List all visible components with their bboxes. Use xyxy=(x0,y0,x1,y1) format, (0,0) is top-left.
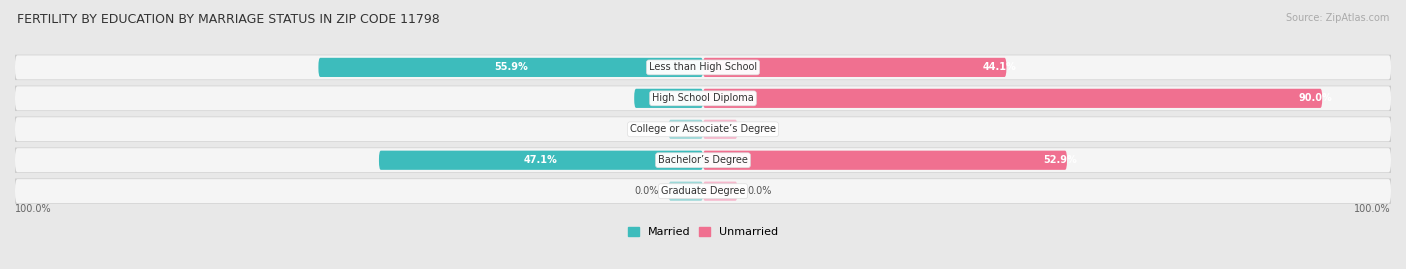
FancyBboxPatch shape xyxy=(669,120,703,139)
FancyBboxPatch shape xyxy=(703,151,1067,170)
Text: Less than High School: Less than High School xyxy=(650,62,756,72)
FancyBboxPatch shape xyxy=(15,86,1391,110)
FancyBboxPatch shape xyxy=(13,148,1393,173)
FancyBboxPatch shape xyxy=(15,179,1391,203)
FancyBboxPatch shape xyxy=(13,86,1393,111)
Text: 55.9%: 55.9% xyxy=(494,62,527,72)
Text: Source: ZipAtlas.com: Source: ZipAtlas.com xyxy=(1285,13,1389,23)
FancyBboxPatch shape xyxy=(703,120,737,139)
Text: 0.0%: 0.0% xyxy=(748,124,772,134)
FancyBboxPatch shape xyxy=(703,182,737,201)
Text: 90.0%: 90.0% xyxy=(1298,93,1331,103)
Text: High School Diploma: High School Diploma xyxy=(652,93,754,103)
FancyBboxPatch shape xyxy=(669,182,703,201)
FancyBboxPatch shape xyxy=(703,89,1322,108)
Text: Bachelor’s Degree: Bachelor’s Degree xyxy=(658,155,748,165)
Text: College or Associate’s Degree: College or Associate’s Degree xyxy=(630,124,776,134)
FancyBboxPatch shape xyxy=(634,89,703,108)
FancyBboxPatch shape xyxy=(13,55,1393,80)
FancyBboxPatch shape xyxy=(318,58,703,77)
FancyBboxPatch shape xyxy=(703,58,1007,77)
FancyBboxPatch shape xyxy=(15,148,1391,172)
Text: 0.0%: 0.0% xyxy=(634,186,658,196)
Text: 47.1%: 47.1% xyxy=(524,155,558,165)
Text: 52.9%: 52.9% xyxy=(1043,155,1077,165)
Text: FERTILITY BY EDUCATION BY MARRIAGE STATUS IN ZIP CODE 11798: FERTILITY BY EDUCATION BY MARRIAGE STATU… xyxy=(17,13,440,26)
FancyBboxPatch shape xyxy=(13,179,1393,204)
Legend: Married, Unmarried: Married, Unmarried xyxy=(623,222,783,242)
FancyBboxPatch shape xyxy=(13,116,1393,142)
Text: Graduate Degree: Graduate Degree xyxy=(661,186,745,196)
FancyBboxPatch shape xyxy=(15,55,1391,79)
Text: 0.0%: 0.0% xyxy=(634,124,658,134)
Text: 0.0%: 0.0% xyxy=(748,186,772,196)
Text: 44.1%: 44.1% xyxy=(983,62,1017,72)
FancyBboxPatch shape xyxy=(15,117,1391,141)
Text: 10.0%: 10.0% xyxy=(652,93,686,103)
Text: 100.0%: 100.0% xyxy=(1354,204,1391,214)
Text: 100.0%: 100.0% xyxy=(15,204,52,214)
FancyBboxPatch shape xyxy=(380,151,703,170)
